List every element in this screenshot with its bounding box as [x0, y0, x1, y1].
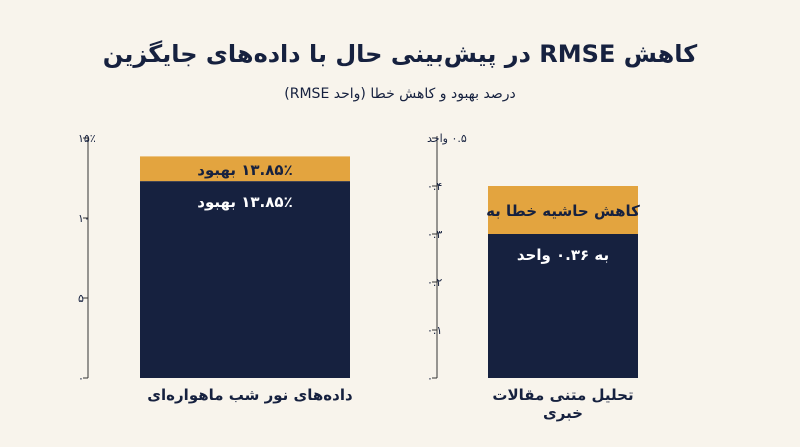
right-y-tick-label: ۰.۴: [427, 180, 442, 193]
right-bar-base: [488, 234, 638, 378]
left-y-tick-label: ۵: [78, 292, 84, 305]
left-bar-base: [140, 181, 350, 378]
right-bar-highlight: [488, 186, 638, 234]
right-y-tick-label: ۰.۵ واحد: [427, 132, 467, 145]
left-y-tick-label: ۰: [78, 372, 84, 385]
left-y-tick-label: ۱۰: [78, 212, 90, 225]
left-bar-highlight: [140, 156, 350, 182]
right-chart-xlabel: تحلیل متنی مقالات خبری: [492, 386, 634, 422]
right-y-tick-label: ۰.۳: [427, 228, 442, 241]
left-y-tick-label: ۱۵٪: [78, 132, 96, 145]
left-chart-xlabel: داده‌های نور شب ماهواره‌ای: [147, 386, 353, 404]
left-bar-base-label: ۱۳.۸۵٪ بهبود: [197, 193, 292, 211]
right-y-tick-label: ۰: [427, 372, 433, 385]
right-y-tick-label: ۰.۱: [427, 324, 442, 337]
left-bar-highlight-label: ۱۳.۸۵٪ بهبود: [197, 161, 292, 179]
chart-subtitle: درصد بهبود و کاهش خطا (واحد RMSE): [284, 86, 516, 102]
right-bar-base-label: به ۰.۳۶ واحد: [517, 246, 609, 264]
right-bar-highlight-label: کاهش حاشیه خطا به: [486, 202, 640, 220]
right-y-tick-label: ۰.۲: [427, 276, 442, 289]
chart-title: کاهش RMSE در پیش‌بینی حال با داده‌های جا…: [102, 40, 698, 68]
